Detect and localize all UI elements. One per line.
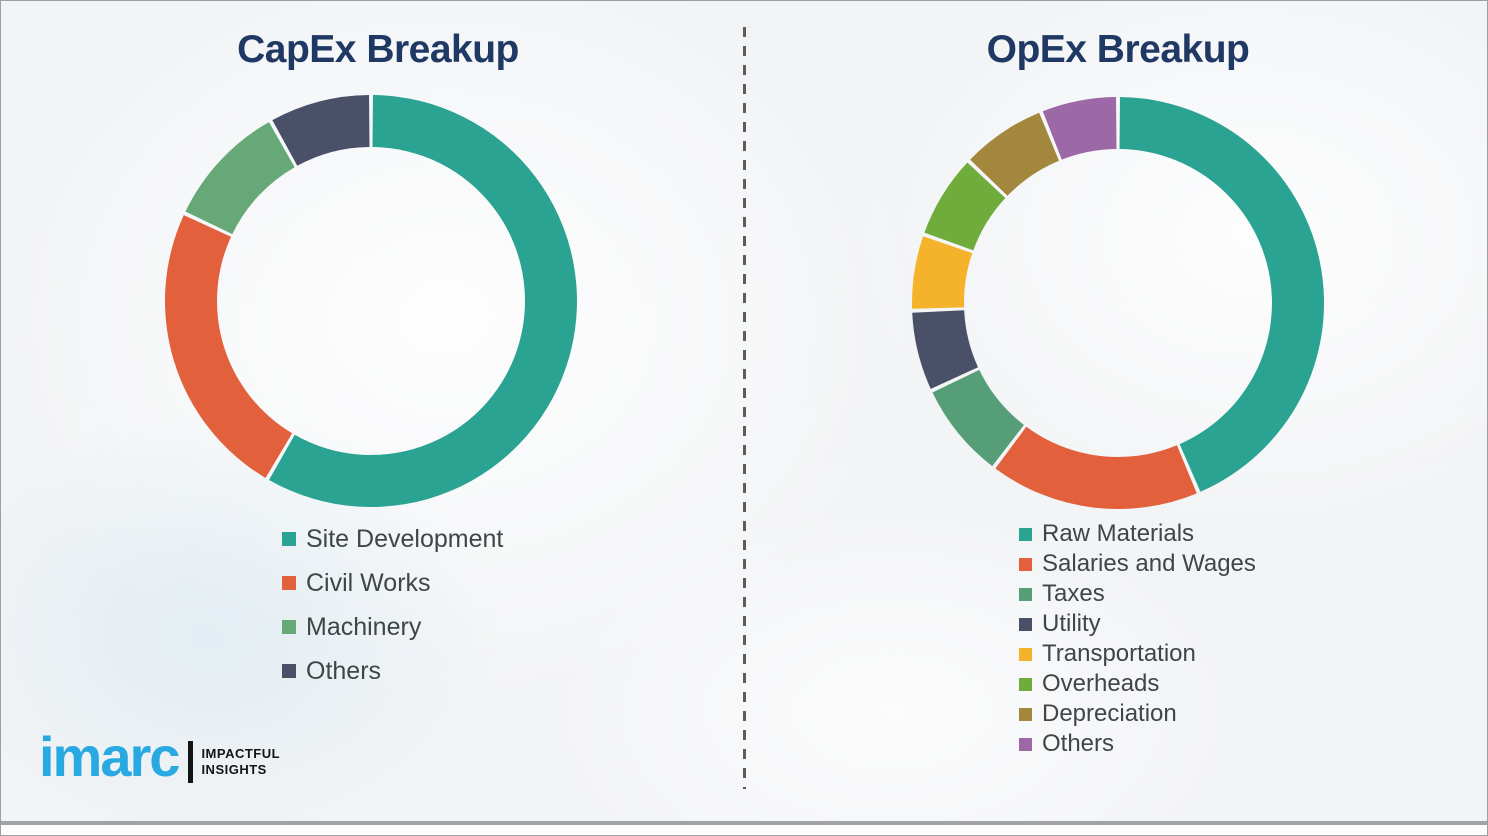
legend-swatch-icon — [1019, 677, 1032, 691]
legend-swatch-icon — [1019, 587, 1032, 601]
imarc-logo: imarc IMPACTFUL INSIGHTS — [39, 729, 280, 785]
legend-label: Salaries and Wages — [1042, 550, 1256, 577]
legend-item-machinery: Machinery — [282, 605, 503, 649]
donut-segment-overheads — [924, 162, 1006, 251]
legend-swatch-icon — [1019, 707, 1032, 721]
legend-label: Transportation — [1042, 640, 1196, 667]
legend-item-depreciation: Depreciation — [1019, 699, 1256, 729]
donut-segment-salaries-and-wages — [995, 426, 1197, 509]
legend-item-others: Others — [282, 649, 503, 693]
legend-label: Others — [306, 656, 382, 685]
legend-swatch-icon — [1019, 527, 1032, 541]
imarc-logo-tagline-line1: IMPACTFUL — [201, 745, 281, 761]
legend-item-raw-materials: Raw Materials — [1019, 519, 1256, 549]
legend-label: Others — [1042, 730, 1115, 757]
capex-donut-chart — [164, 95, 577, 508]
bottom-strip — [1, 825, 1487, 835]
donut-segment-others — [1042, 97, 1117, 160]
legend-label: Machinery — [306, 612, 422, 641]
legend-swatch-icon — [1019, 617, 1032, 631]
legend-swatch-icon — [1019, 737, 1032, 751]
legend-item-taxes: Taxes — [1019, 579, 1256, 609]
legend-label: Overheads — [1042, 670, 1160, 697]
legend-item-transportation: Transportation — [1019, 639, 1256, 669]
opex-chart-title: OpEx Breakup — [986, 28, 1250, 71]
bottom-rule — [1, 821, 1487, 825]
legend-item-civil-works: Civil Works — [282, 561, 503, 605]
legend-label: Civil Works — [306, 568, 431, 597]
legend-label: Depreciation — [1042, 700, 1177, 727]
legend-item-utility: Utility — [1019, 609, 1256, 639]
legend-swatch-icon — [1019, 647, 1032, 661]
capex-legend: Site Development Civil Works Machinery Othe… — [282, 517, 503, 693]
capex-chart-title: CapEx Breakup — [237, 28, 519, 71]
imarc-logo-wordmark: imarc — [39, 725, 180, 788]
imarc-logo-divider-bar — [188, 741, 194, 783]
legend-label: Utility — [1042, 610, 1101, 637]
legend-item-salaries-and-wages: Salaries and Wages — [1019, 549, 1256, 579]
legend-swatch-icon — [282, 532, 296, 546]
legend-item-others: Others — [1019, 729, 1256, 759]
imarc-logo-tagline: IMPACTFUL INSIGHTS — [201, 746, 280, 779]
legend-label: Raw Materials — [1042, 520, 1195, 547]
legend-label: Taxes — [1042, 580, 1105, 607]
section-divider-dashed-line — [743, 27, 746, 789]
donut-segment-transportation — [911, 236, 973, 309]
donut-segment-raw-materials — [1119, 97, 1325, 492]
legend-swatch-icon — [282, 664, 296, 678]
opex-donut-chart — [911, 97, 1325, 509]
legend-item-overheads: Overheads — [1019, 669, 1256, 699]
imarc-logo-tagline-line2: INSIGHTS — [201, 762, 267, 777]
donut-segment-others — [272, 95, 370, 166]
donut-segment-depreciation — [970, 112, 1060, 196]
legend-swatch-icon — [282, 620, 296, 634]
donut-segment-utility — [912, 310, 979, 389]
donut-segment-civil-works — [164, 215, 293, 478]
donut-segment-site-development — [268, 95, 577, 508]
opex-legend: Raw Materials Salaries and Wages Taxes Util… — [1019, 519, 1256, 759]
legend-swatch-icon — [282, 576, 296, 590]
donut-segment-machinery — [185, 122, 295, 235]
legend-swatch-icon — [1019, 557, 1032, 571]
donut-segment-taxes — [932, 369, 1024, 467]
legend-item-site-development: Site Development — [282, 517, 503, 561]
legend-label: Site Development — [306, 524, 504, 553]
